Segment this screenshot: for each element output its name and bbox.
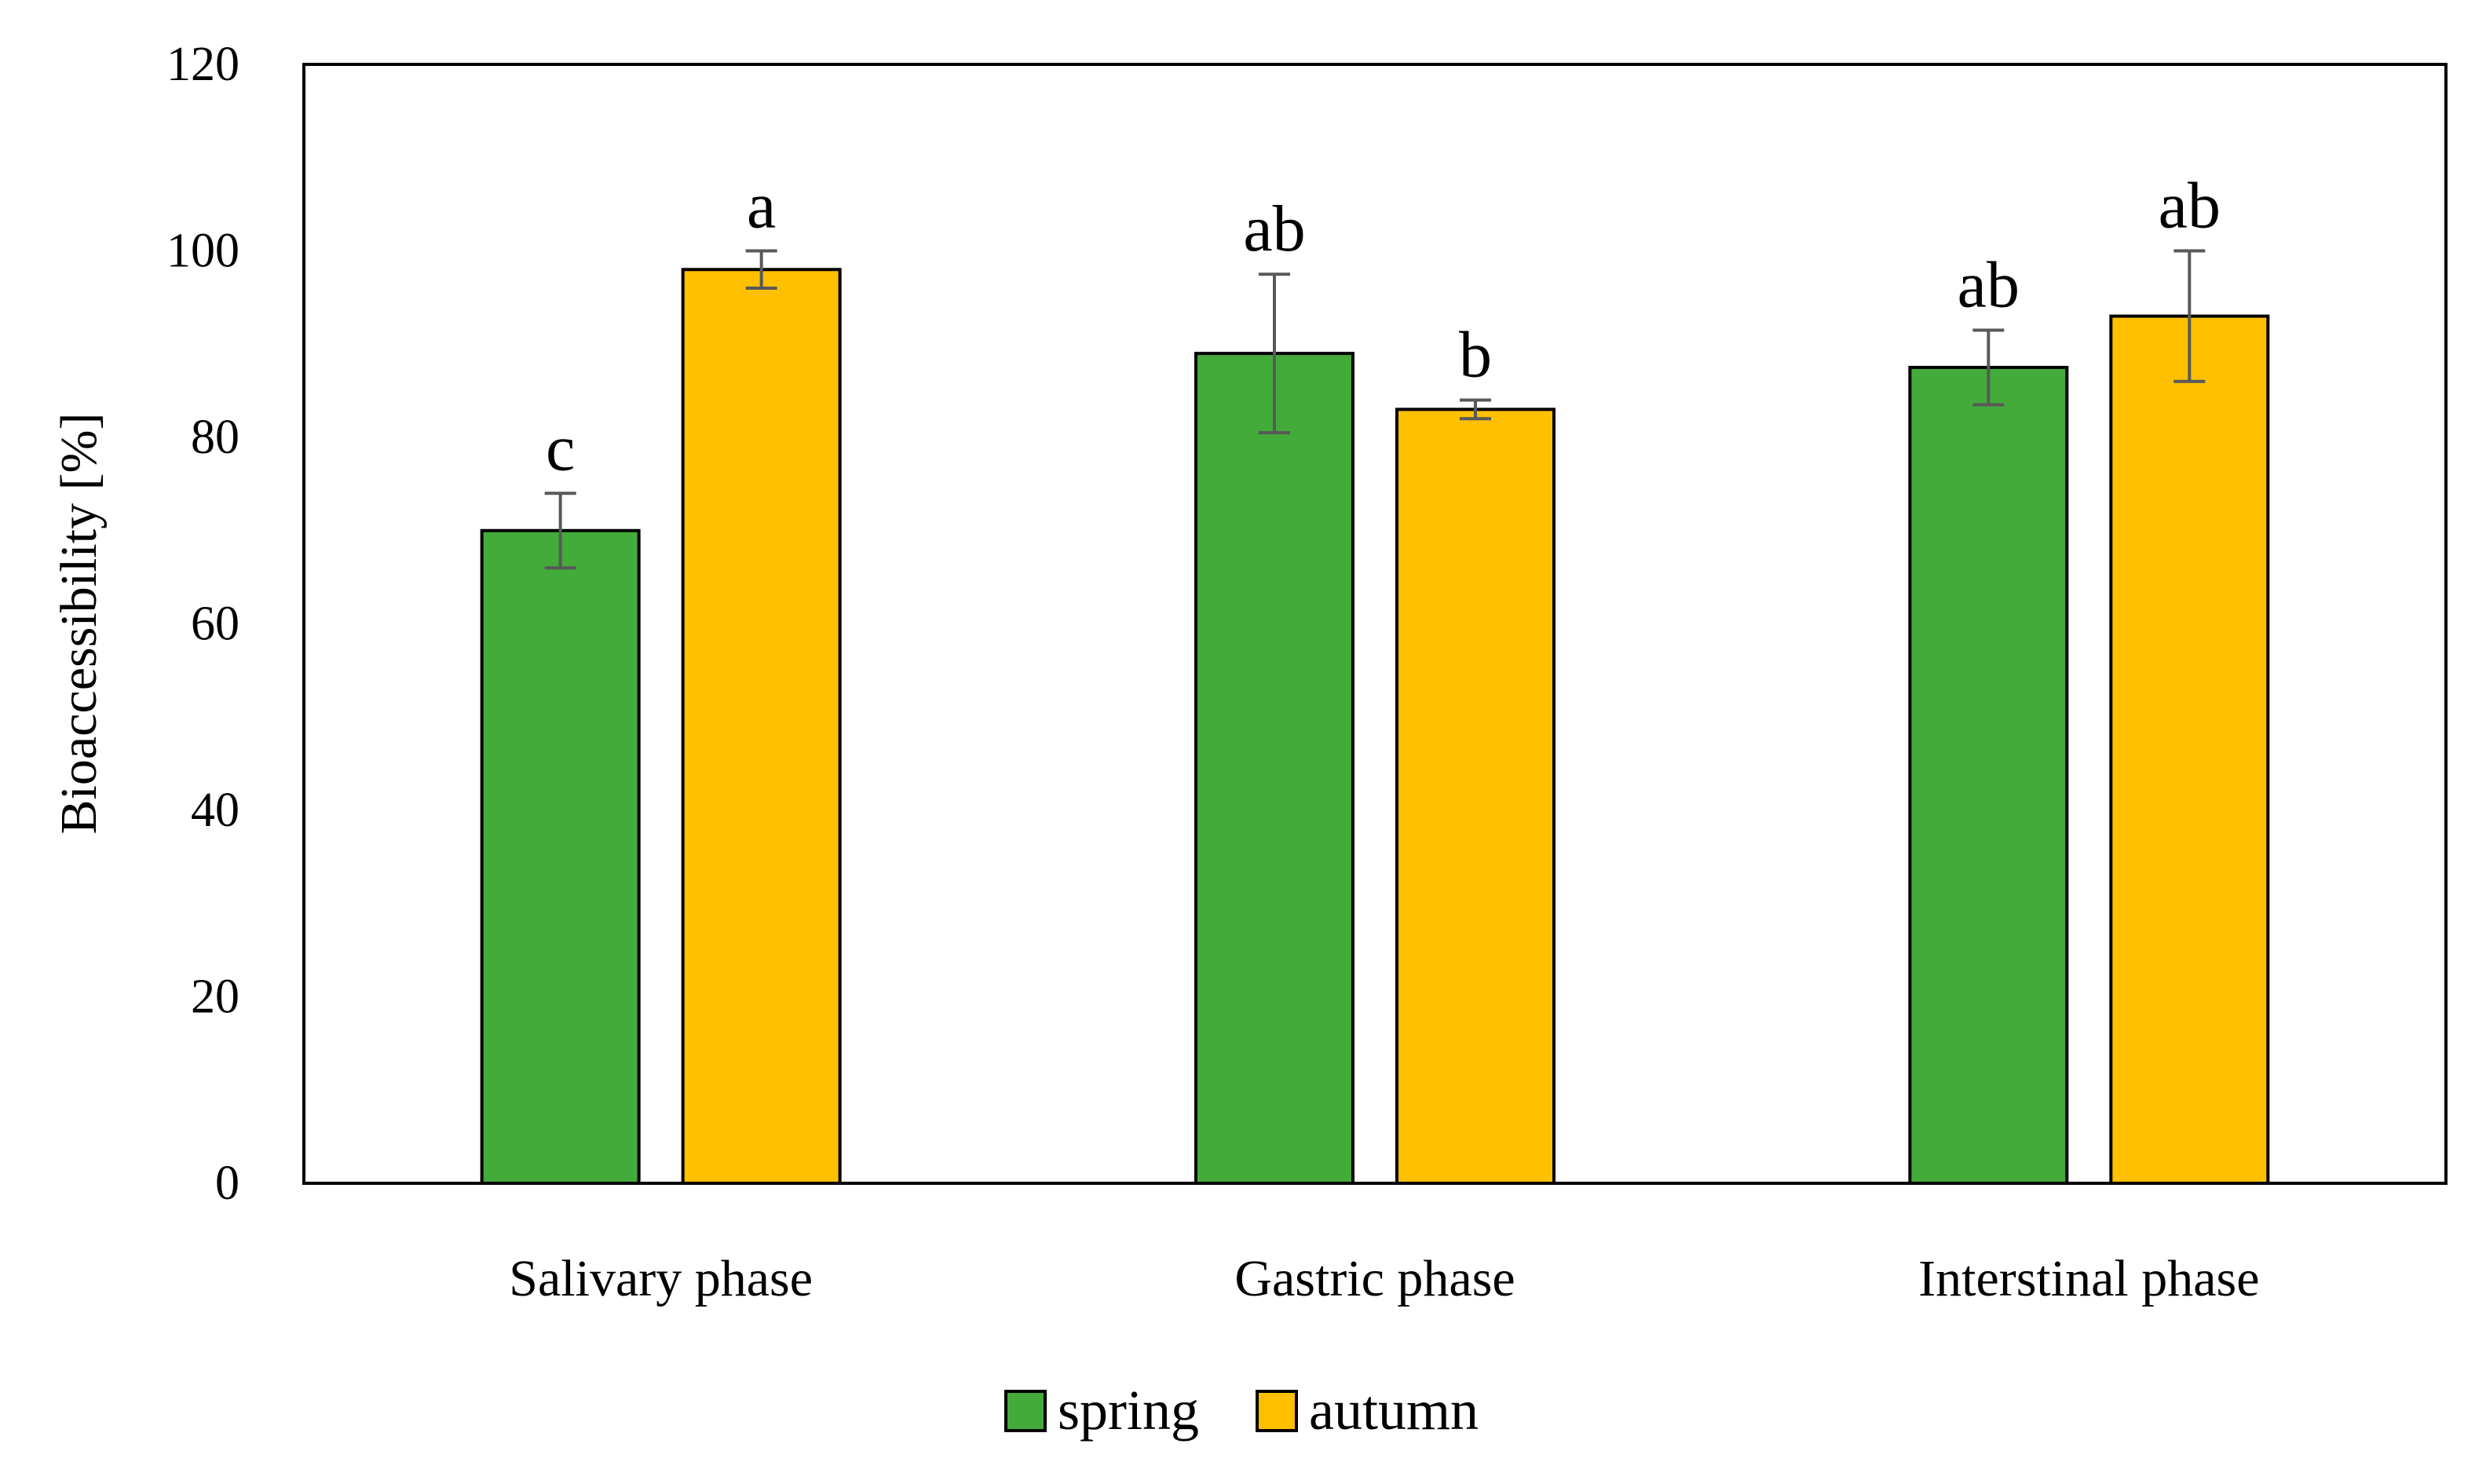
significance-label: ab: [2159, 170, 2221, 243]
significance-label: ab: [1243, 192, 1305, 265]
significance-label: a: [747, 170, 776, 243]
y-tick-label: 100: [166, 225, 239, 278]
y-tick-label: 40: [191, 784, 239, 837]
y-tick-label: 60: [191, 598, 239, 651]
legend-label-autumn: autumn: [1309, 1379, 1479, 1442]
y-tick-label: 80: [191, 411, 239, 464]
legend-label-spring: spring: [1058, 1379, 1199, 1442]
significance-label: b: [1459, 319, 1492, 392]
bar-spring: [480, 528, 641, 1185]
legend: spring autumn: [1004, 1379, 1479, 1442]
significance-labels: c a ab b ab ab: [546, 170, 2221, 485]
legend-swatch-spring: [1004, 1390, 1047, 1432]
error-bars: [544, 249, 2206, 570]
category-label: Salivary phase: [509, 1250, 813, 1307]
bar-spring: [1194, 352, 1354, 1185]
x-axis-category-labels: Salivary phase Gastric phase Interstinal p…: [509, 1250, 2259, 1307]
y-axis-title: Bioaccessibility [%]: [50, 412, 108, 834]
significance-label: c: [546, 411, 575, 484]
category-label: Interstinal phase: [1918, 1250, 2259, 1307]
bars: [480, 268, 2270, 1185]
category-label: Gastric phase: [1234, 1250, 1515, 1307]
y-tick-label: 0: [215, 1157, 239, 1210]
y-axis-ticks: 0 20 40 60 80 100 120: [166, 38, 239, 1210]
bar-spring: [1908, 365, 2069, 1185]
legend-swatch-autumn: [1256, 1390, 1298, 1432]
bar-autumn: [1395, 408, 1556, 1185]
plot-area-frame: [302, 63, 2448, 1185]
significance-label: ab: [1958, 248, 2020, 321]
bar-autumn: [2109, 314, 2270, 1185]
y-tick-label: 20: [191, 970, 239, 1024]
y-tick-label: 120: [166, 38, 239, 91]
bar-autumn: [681, 268, 842, 1185]
